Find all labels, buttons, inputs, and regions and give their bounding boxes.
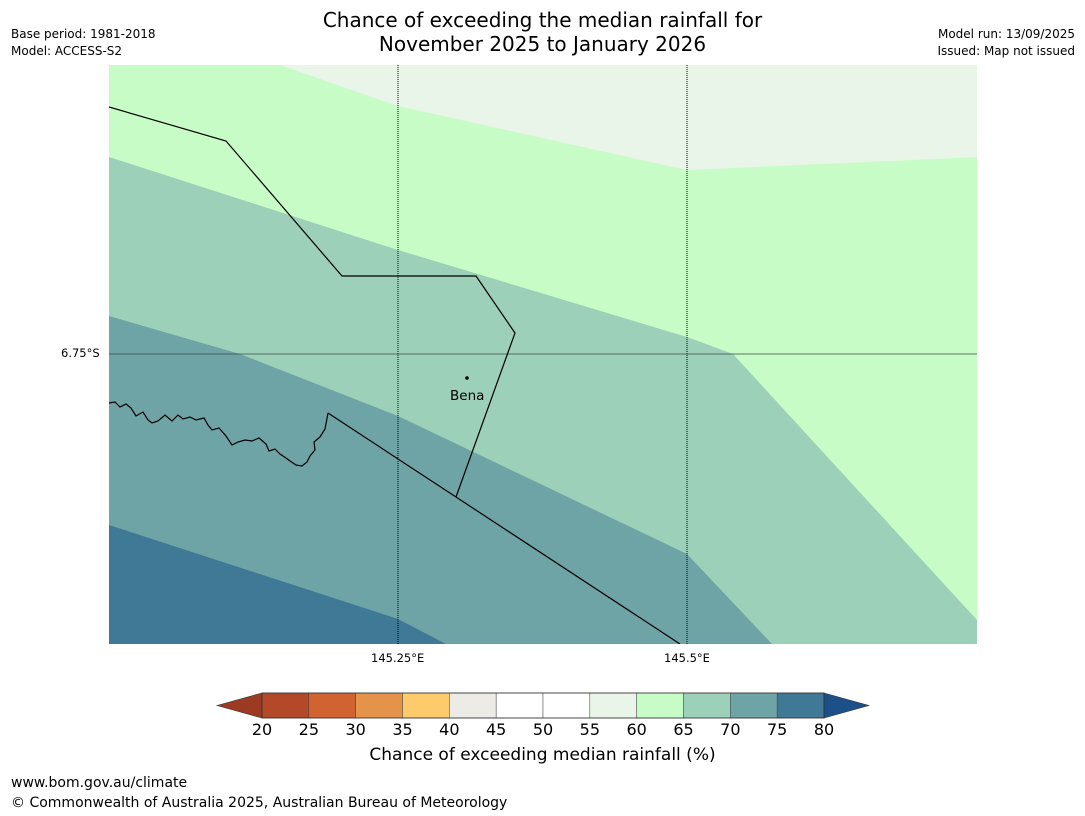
colorbar-segment-30-35 (355, 692, 403, 719)
meta-left: Base period: 1981-2018 Model: ACCESS-S2 (11, 26, 156, 60)
model-run: Model run: 13/09/2025 (937, 27, 1075, 41)
colorbar-segment-70-75 (730, 692, 778, 719)
latitude-label: 6.75°S (61, 346, 100, 360)
footer-copyright: © Commonwealth of Australia 2025, Austra… (11, 795, 508, 811)
bena-marker[interactable] (465, 376, 469, 380)
title-line-2: November 2025 to January 2026 (378, 32, 707, 56)
colorbar-tick-35: 35 (392, 720, 413, 739)
admin-boundary-south (327, 412, 681, 644)
colorbar-tick-55: 55 (579, 720, 600, 739)
colorbar-segment-35-40 (402, 692, 450, 719)
colorbar-tick-65: 65 (673, 720, 694, 739)
issued-status: Issued: Map not issued (937, 44, 1075, 58)
colorbar-tick-75: 75 (766, 720, 788, 739)
colorbar-segment-55-60 (589, 692, 637, 719)
colorbar-segment-60-65 (636, 692, 684, 719)
colorbar-tick-70: 70 (720, 720, 741, 739)
longitude-label-14525: 145.25°E (371, 651, 425, 665)
colorbar-segment-75-80 (776, 692, 825, 719)
colorbar-tick-50: 50 (532, 720, 554, 739)
colorbar-tick-20: 20 (251, 720, 273, 739)
colorbar-segment-45-50 (495, 692, 544, 719)
colorbar-extend-low (215, 692, 263, 719)
colorbar-tick-60: 60 (626, 720, 647, 739)
meta-right: Model run: 13/09/2025 Issued: Map not is… (937, 26, 1075, 60)
river-line (109, 401, 329, 467)
colorbar-segment-50-55 (542, 692, 591, 719)
colorbar-label: Chance of exceeding median rainfall (%) (369, 745, 716, 765)
rainfall-contours (109, 65, 977, 644)
band-75-80 (109, 525, 446, 644)
band-70-75 (109, 316, 772, 644)
colorbar-extend-high (823, 692, 871, 719)
colorbar-tick-25: 25 (298, 720, 319, 739)
colorbar-tick-45: 45 (485, 720, 507, 739)
place-label-bena: Bena (450, 388, 485, 404)
colorbar-tick-30: 30 (345, 720, 366, 739)
title-line-1: Chance of exceeding the median rainfall … (322, 8, 763, 32)
base-period: Base period: 1981-2018 (11, 27, 156, 41)
admin-boundary (109, 106, 516, 498)
colorbar-tick-40: 40 (439, 720, 460, 739)
model-name: Model: ACCESS-S2 (11, 44, 123, 58)
colorbar-segment-20-25 (261, 692, 310, 719)
map-title: Chance of exceeding the median rainfall … (0, 8, 1085, 56)
footer-url[interactable]: www.bom.gov.au/climate (11, 775, 188, 791)
longitude-label-1455: 145.5°E (664, 651, 710, 665)
colorbar-segment-40-45 (449, 692, 497, 719)
colorbar (215, 692, 871, 719)
colorbar-segment-65-70 (683, 692, 731, 719)
colorbar-tick-80: 80 (813, 720, 835, 739)
colorbar-frame (261, 692, 825, 719)
colorbar-segment-25-30 (308, 692, 356, 719)
